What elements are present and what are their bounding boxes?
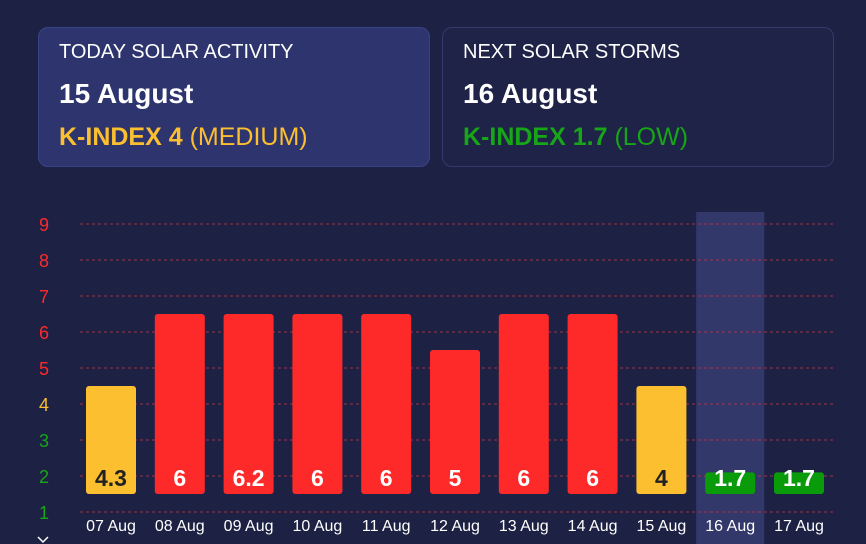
bar-value-label: 6.2 [233,465,265,491]
bar-value-label: 4.3 [95,465,127,491]
x-tick-label: 13 Aug [499,518,549,535]
today-activity-heading: TODAY SOLAR ACTIVITY [59,41,294,63]
bar [361,314,412,494]
bar-value-label: 5 [449,465,462,491]
next-kindex-line: K-INDEX 1.7 (LOW) [463,122,813,152]
y-tick-label: 3 [39,431,49,451]
next-kindex-level: (LOW) [614,123,689,151]
bar-value-label: 1.7 [714,465,746,491]
bar-value-label: 6 [311,465,324,491]
today-kindex-value: K-INDEX 4 [59,123,183,151]
y-tick-label: 4 [39,395,49,415]
next-storms-card: NEXT SOLAR STORMS 16 August K-INDEX 1.7 … [442,27,834,167]
x-tick-label: 16 Aug [705,518,755,535]
bar [774,472,824,494]
x-tick-label: 10 Aug [292,518,342,535]
y-tick-label: 6 [39,323,49,343]
bar [223,314,274,494]
bar [154,314,205,494]
x-tick-label: 15 Aug [636,518,686,535]
bar-value-label: 6 [517,465,530,491]
x-tick-label: 12 Aug [430,518,480,535]
y-tick-label: 1 [39,503,49,523]
bar [567,314,618,494]
x-tick-label: 07 Aug [86,518,136,535]
x-tick-label: 08 Aug [155,518,205,535]
next-storms-date: 16 August [463,78,598,109]
y-tick-label: 5 [39,359,49,379]
bar-value-label: 6 [380,465,393,491]
bar [430,350,480,494]
chevron-down-icon [37,536,49,544]
highlight-column [696,212,765,544]
x-tick-label: 17 Aug [774,518,824,535]
x-tick-label: 11 Aug [362,518,411,535]
bar-value-label: 4 [655,465,668,491]
bar-value-label: 1.7 [783,465,815,491]
bar [498,314,549,494]
bar [292,314,343,494]
y-tick-label: 9 [39,215,49,235]
x-tick-label: 09 Aug [224,518,274,535]
y-tick-label: 8 [39,251,49,271]
next-storms-heading: NEXT SOLAR STORMS [463,41,681,63]
y-tick-label: 2 [39,467,49,487]
x-tick-label: 14 Aug [568,518,618,535]
today-activity-card: TODAY SOLAR ACTIVITY 15 August K-INDEX 4… [38,27,430,167]
bar-value-label: 6 [586,465,599,491]
today-kindex-level: (MEDIUM) [189,123,308,151]
bar-value-label: 6 [173,465,186,491]
y-tick-label: 7 [39,287,49,307]
today-kindex-line: K-INDEX 4 (MEDIUM) [59,122,409,152]
next-kindex-value: K-INDEX 1.7 [463,123,608,151]
bar [636,386,687,494]
bar [86,386,136,494]
today-activity-date: 15 August [59,78,194,109]
bar [705,472,756,494]
